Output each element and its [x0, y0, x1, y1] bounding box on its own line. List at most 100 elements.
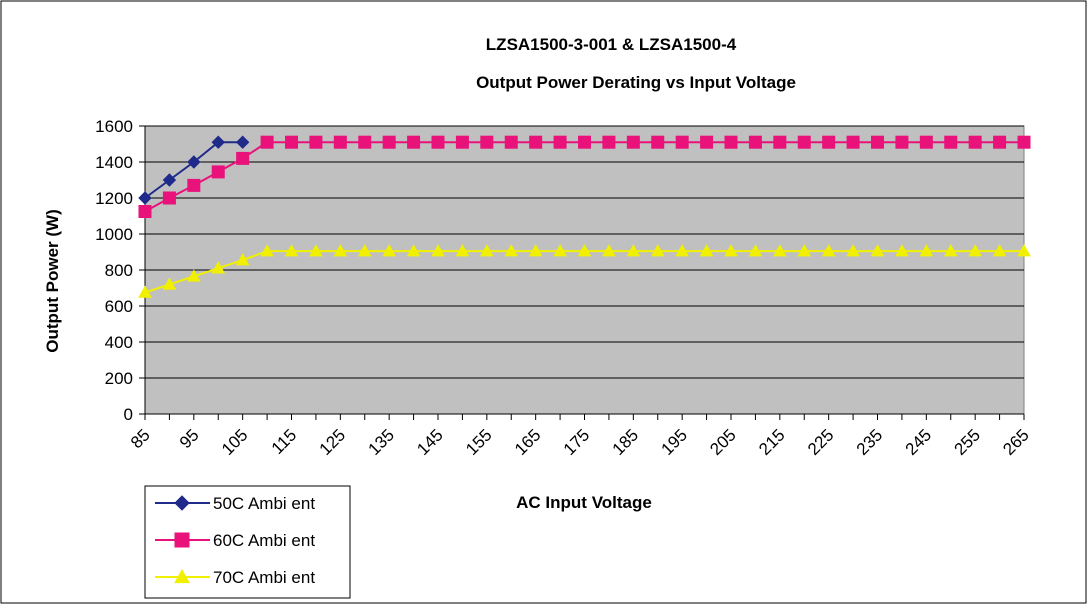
- data-point-triangle: [797, 244, 812, 257]
- y-axis-title: Output Power (W): [43, 209, 62, 353]
- data-point-triangle: [846, 244, 860, 257]
- data-point-square: [944, 135, 958, 149]
- data-point-triangle: [724, 244, 738, 257]
- data-point-diamond: [187, 155, 201, 169]
- data-point-square: [895, 135, 909, 149]
- data-point-square: [773, 135, 787, 149]
- y-tick-label: 400: [105, 333, 133, 352]
- data-point-square: [553, 135, 567, 149]
- data-point-square: [162, 191, 176, 205]
- series-1: [138, 135, 1031, 218]
- data-point-triangle: [968, 244, 983, 257]
- legend-label: 70C Ambi ent: [213, 568, 315, 587]
- data-point-triangle: [553, 244, 567, 257]
- data-point-triangle: [650, 244, 665, 257]
- data-point-square: [382, 135, 396, 149]
- data-point-square: [797, 135, 811, 149]
- data-point-square: [748, 135, 762, 149]
- data-point-square: [846, 135, 860, 149]
- data-point-square: [358, 135, 372, 149]
- data-point-triangle: [626, 244, 641, 257]
- data-point-triangle: [699, 244, 714, 257]
- data-point-square: [285, 135, 298, 149]
- data-point-square: [651, 135, 665, 149]
- data-point-diamond: [235, 135, 250, 149]
- data-point-diamond: [162, 173, 177, 187]
- y-tick-label: 1200: [95, 189, 133, 208]
- data-point-square: [675, 135, 689, 149]
- data-point-triangle: [162, 277, 177, 290]
- data-point-square: [529, 135, 543, 149]
- data-point-triangle: [504, 244, 519, 257]
- data-point-triangle: [211, 261, 226, 274]
- data-point-square: [174, 532, 190, 548]
- data-point-triangle: [919, 244, 934, 257]
- data-point-triangle: [870, 244, 885, 257]
- data-point-square: [968, 135, 982, 149]
- y-tick-label: 600: [105, 297, 133, 316]
- data-point-square: [578, 135, 591, 149]
- data-point-square: [700, 135, 714, 149]
- data-point-square: [187, 178, 201, 192]
- data-point-triangle: [406, 244, 421, 257]
- data-point-square: [871, 135, 884, 149]
- data-point-square: [260, 135, 274, 149]
- data-point-square: [455, 135, 469, 149]
- data-point-square: [919, 135, 933, 149]
- data-point-triangle: [675, 244, 690, 257]
- data-point-triangle: [174, 568, 190, 584]
- chart-subtitle: Output Power Derating vs Input Voltage: [476, 73, 796, 92]
- data-point-triangle: [235, 253, 250, 266]
- gridlines: [145, 125, 1024, 379]
- data-point-triangle: [284, 244, 299, 257]
- data-point-diamond: [174, 495, 190, 511]
- data-point-square: [309, 135, 323, 149]
- data-point-square: [333, 135, 347, 149]
- data-point-triangle: [382, 244, 397, 257]
- series-2: [138, 244, 1031, 298]
- data-point-square: [407, 135, 421, 149]
- y-tick-label: 0: [124, 405, 133, 424]
- data-point-square: [1017, 135, 1031, 149]
- data-point-square: [211, 165, 225, 179]
- data-point-square: [822, 135, 836, 149]
- legend-label: 60C Ambi ent: [213, 531, 315, 550]
- data-point-triangle: [333, 244, 348, 257]
- data-point-triangle: [992, 244, 1007, 257]
- data-point-diamond: [138, 191, 152, 205]
- legend: 50C Ambi ent 60C Ambi ent 70C Ambi ent: [144, 485, 351, 599]
- y-tick-label: 1000: [95, 225, 133, 244]
- data-point-square: [626, 135, 640, 149]
- data-point-triangle: [772, 244, 787, 257]
- y-tick-label: 1600: [95, 117, 133, 136]
- y-tick-label: 800: [105, 261, 133, 280]
- chart-title: LZSA1500-3-001 & LZSA1500-4: [486, 35, 737, 54]
- data-point-triangle: [577, 244, 592, 257]
- data-point-triangle: [186, 269, 201, 282]
- data-point-square: [724, 135, 738, 149]
- data-point-square: [431, 135, 445, 149]
- data-point-triangle: [943, 244, 958, 257]
- data-point-triangle: [528, 244, 543, 257]
- series-group: [138, 135, 1031, 298]
- data-point-square: [993, 135, 1007, 149]
- data-point-triangle: [357, 244, 372, 257]
- data-point-triangle: [309, 244, 323, 257]
- data-point-triangle: [138, 285, 152, 298]
- x-axis-title: AC Input Voltage: [516, 493, 652, 512]
- series-0: [138, 135, 250, 205]
- data-point-square: [138, 205, 152, 218]
- data-point-triangle: [602, 244, 616, 257]
- data-point-triangle: [260, 244, 274, 257]
- y-tick-label: 1400: [95, 153, 133, 172]
- legend-label: 50C Ambi ent: [213, 494, 315, 513]
- data-point-triangle: [1017, 244, 1031, 257]
- y-tick-labels: 0 200 400 600 800 1000 1200 1400 1600: [95, 117, 145, 424]
- data-point-diamond: [211, 135, 225, 149]
- data-point-triangle: [748, 244, 763, 257]
- data-point-square: [236, 151, 250, 165]
- data-point-square: [504, 135, 518, 149]
- data-point-square: [602, 135, 616, 149]
